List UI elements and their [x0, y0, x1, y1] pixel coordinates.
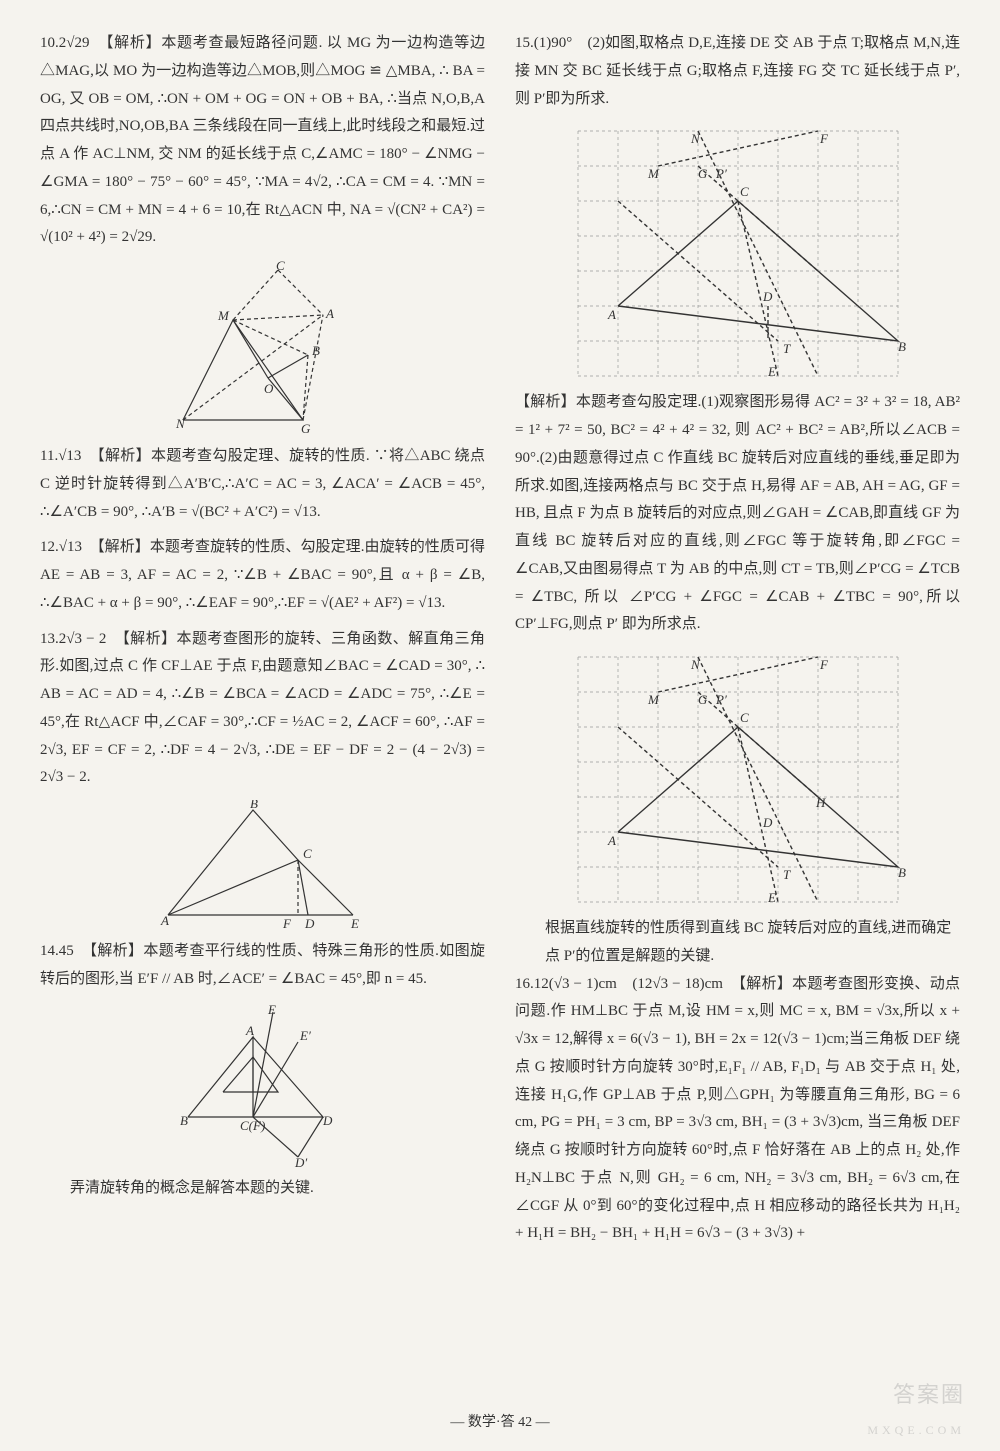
problem-15-analysis-text: 【解析】本题考查勾股定理.(1)观察图形易得 AC² = 3² + 3² = 1… — [515, 394, 960, 632]
figure-15b-svg: A B C D E F N M G P′ H T — [568, 647, 908, 907]
figure-15a: A B C D E F N M G P′ T — [515, 121, 960, 381]
svg-text:B: B — [312, 343, 320, 358]
svg-text:B: B — [250, 800, 258, 811]
problem-13-text: 13.2√3 − 2 【解析】本题考查图形的旋转、三角函数、解直角三角形.如图,… — [40, 631, 485, 786]
problem-14-text: 14.45 【解析】本题考查平行线的性质、特殊三角形的性质.如图旋转后的图形,当… — [40, 943, 485, 987]
svg-text:M: M — [647, 166, 660, 181]
problem-12: 12.√13 【解析】本题考查旋转的性质、勾股定理.由旋转的性质可得 AE = … — [40, 534, 485, 617]
svg-text:C: C — [276, 260, 285, 273]
problem-10-text: 10.2√29 【解析】本题考查最短路径问题. 以 MG 为一边构造等边△MAG… — [40, 35, 485, 245]
figure-14: E A E′ B C(F) D D′ — [40, 1002, 485, 1167]
svg-text:C: C — [740, 710, 749, 725]
svg-text:F: F — [819, 657, 829, 672]
problem-11: 11.√13 【解析】本题考查勾股定理、旋转的性质. ∵将△ABC 绕点 C 逆… — [40, 443, 485, 526]
problem-10: 10.2√29 【解析】本题考查最短路径问题. 以 MG 为一边构造等边△MAG… — [40, 30, 485, 252]
problem-16-text: 16.12(√3 − 1)cm (12√3 − 18)cm 【解析】本题考查图形… — [515, 976, 960, 1242]
problem-15-intro: 15.(1)90° (2)如图,取格点 D,E,连接 DE 交 AB 于点 T;… — [515, 30, 960, 113]
figure-13-svg: B C A F D E — [153, 800, 373, 930]
svg-text:A: A — [607, 833, 616, 848]
svg-text:E′: E′ — [299, 1028, 311, 1043]
svg-text:H: H — [815, 795, 826, 810]
problem-14-note: 弄清旋转角的概念是解答本题的关键. — [40, 1175, 485, 1203]
svg-text:A: A — [325, 306, 334, 321]
svg-text:D: D — [322, 1113, 333, 1128]
svg-text:A: A — [245, 1023, 254, 1038]
svg-text:D: D — [762, 289, 773, 304]
svg-text:B: B — [898, 865, 906, 880]
svg-text:G: G — [301, 421, 311, 435]
problem-15-note: 根据直线旋转的性质得到直线 BC 旋转后对应的直线,进而确定点 P′的位置是解题… — [515, 915, 960, 971]
svg-text:E: E — [350, 916, 359, 930]
svg-text:T: T — [783, 341, 791, 356]
problem-12-text: 12.√13 【解析】本题考查旋转的性质、勾股定理.由旋转的性质可得 AE = … — [40, 539, 485, 611]
page-footer: — 数学·答 42 — — [0, 1410, 1000, 1436]
problem-15-intro-text: 15.(1)90° (2)如图,取格点 D,E,连接 DE 交 AB 于点 T;… — [515, 35, 960, 107]
svg-text:B: B — [180, 1113, 188, 1128]
svg-text:N: N — [175, 416, 186, 431]
figure-10-svg: C A M N G O B — [168, 260, 358, 435]
problem-14: 14.45 【解析】本题考查平行线的性质、特殊三角形的性质.如图旋转后的图形,当… — [40, 938, 485, 994]
svg-text:N: N — [690, 657, 701, 672]
svg-text:D′: D′ — [294, 1155, 307, 1167]
svg-text:B: B — [898, 339, 906, 354]
svg-text:G: G — [698, 166, 708, 181]
svg-text:E: E — [767, 890, 776, 905]
watermark-url: MXQE.COM — [867, 1419, 965, 1441]
problem-15-analysis: 【解析】本题考查勾股定理.(1)观察图形易得 AC² = 3² + 3² = 1… — [515, 389, 960, 639]
svg-text:F: F — [819, 131, 829, 146]
figure-13: B C A F D E — [40, 800, 485, 930]
svg-text:C: C — [740, 184, 749, 199]
problem-11-text: 11.√13 【解析】本题考查勾股定理、旋转的性质. ∵将△ABC 绕点 C 逆… — [40, 448, 485, 520]
svg-text:G: G — [698, 692, 708, 707]
svg-text:D: D — [304, 916, 315, 930]
problem-13: 13.2√3 − 2 【解析】本题考查图形的旋转、三角函数、解直角三角形.如图,… — [40, 626, 485, 793]
svg-text:F: F — [282, 916, 292, 930]
watermark: 答案圈 — [893, 1375, 965, 1416]
figure-14-svg: E A E′ B C(F) D D′ — [168, 1002, 358, 1167]
svg-text:P′: P′ — [715, 692, 727, 707]
page-container: 10.2√29 【解析】本题考查最短路径问题. 以 MG 为一边构造等边△MAG… — [40, 30, 960, 1256]
svg-text:M: M — [647, 692, 660, 707]
svg-text:E: E — [267, 1002, 276, 1017]
svg-text:C: C — [303, 846, 312, 861]
svg-text:O: O — [264, 381, 274, 396]
right-column: 15.(1)90° (2)如图,取格点 D,E,连接 DE 交 AB 于点 T;… — [515, 30, 960, 1256]
figure-10: C A M N G O B — [40, 260, 485, 435]
svg-text:P′: P′ — [715, 166, 727, 181]
svg-text:C(F): C(F) — [240, 1118, 265, 1133]
svg-text:A: A — [607, 307, 616, 322]
svg-text:N: N — [690, 131, 701, 146]
svg-text:T: T — [783, 867, 791, 882]
svg-text:A: A — [160, 913, 169, 928]
svg-text:D: D — [762, 815, 773, 830]
figure-15b: A B C D E F N M G P′ H T — [515, 647, 960, 907]
problem-16: 16.12(√3 − 1)cm (12√3 − 18)cm 【解析】本题考查图形… — [515, 971, 960, 1249]
svg-text:M: M — [217, 308, 230, 323]
svg-text:E: E — [767, 364, 776, 379]
left-column: 10.2√29 【解析】本题考查最短路径问题. 以 MG 为一边构造等边△MAG… — [40, 30, 485, 1256]
figure-15a-svg: A B C D E F N M G P′ T — [568, 121, 908, 381]
